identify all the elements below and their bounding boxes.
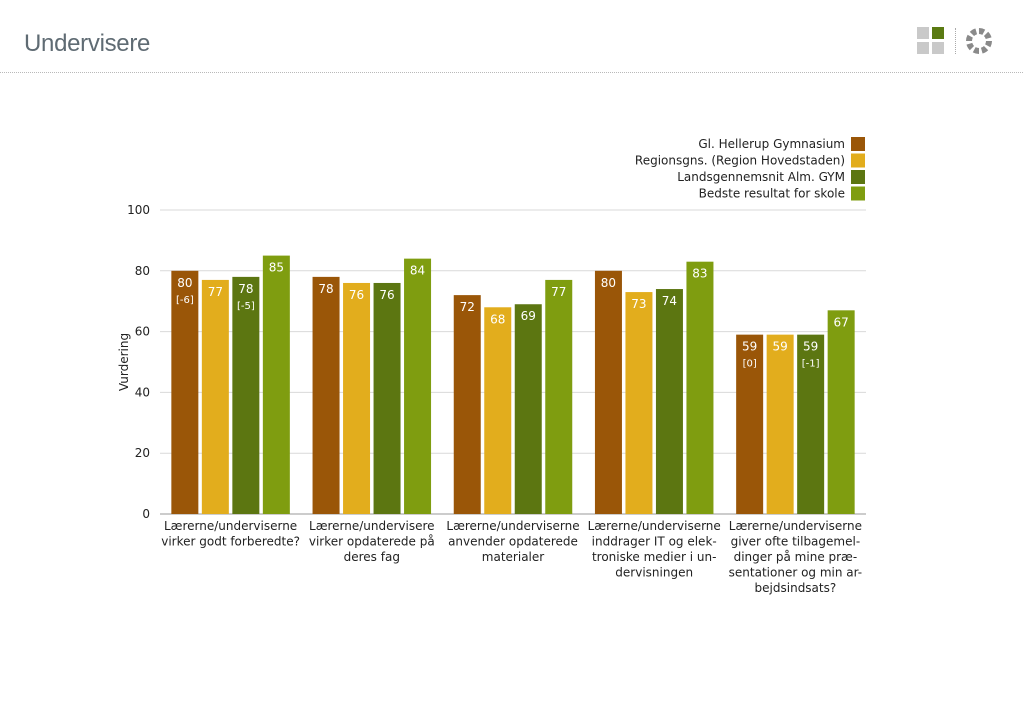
bar [453, 295, 481, 514]
x-tick-label: sentationer og min ar- [729, 566, 862, 580]
x-tick-label: Lærerne/underviserne [164, 519, 297, 533]
x-tick-label: giver ofte tilbagemel- [731, 535, 861, 549]
data-label: 68 [490, 312, 505, 326]
bar [686, 261, 714, 514]
data-label: 77 [208, 285, 223, 299]
legend-label: Regionsgns. (Region Hovedstaden) [635, 154, 845, 168]
bar [766, 334, 794, 514]
grid-square [932, 42, 944, 54]
bar [201, 279, 229, 514]
bar [625, 292, 653, 514]
page-title: Undervisere [24, 30, 151, 57]
ring-segments-icon [966, 28, 992, 54]
x-tick-label: troniske medier i un- [592, 550, 716, 564]
x-tick-label: deres fag [344, 550, 400, 564]
y-axis-label: Vurdering [117, 333, 131, 391]
x-tick-label: dervisningen [615, 566, 693, 580]
legend-label: Gl. Hellerup Gymnasium [698, 137, 845, 151]
data-label: 78 [318, 282, 333, 296]
y-tick-label: 0 [142, 507, 150, 521]
data-label: 76 [349, 288, 364, 302]
data-label: 77 [551, 285, 566, 299]
x-tick-label: Lærerne/underviserne [446, 519, 579, 533]
data-label: 80 [177, 276, 192, 290]
grid-square-accent [932, 27, 944, 39]
y-tick-label: 80 [135, 264, 150, 278]
x-tick-label: dinger på mine præ- [734, 550, 858, 564]
bar [373, 282, 401, 514]
logo [917, 27, 997, 55]
diff-label: [-5] [237, 301, 255, 312]
x-tick-label: anvender opdaterede [448, 535, 578, 549]
data-label: 69 [521, 309, 536, 323]
data-label: 80 [601, 276, 616, 290]
bar [797, 334, 825, 514]
y-tick-label: 20 [135, 446, 150, 460]
bar [736, 334, 764, 514]
bar [312, 276, 340, 514]
bar [171, 270, 199, 514]
bar [232, 276, 260, 514]
data-label: 76 [379, 288, 394, 302]
y-tick-label: 100 [127, 203, 150, 217]
data-label: 78 [238, 282, 253, 296]
data-label: 85 [269, 261, 284, 275]
x-tick-label: Lærerne/underviserne [588, 519, 721, 533]
data-label: 73 [631, 297, 646, 311]
legend-label: Landsgennemsnit Alm. GYM [677, 170, 845, 184]
bar [484, 307, 512, 514]
bar [404, 258, 432, 514]
logo-separator [955, 28, 957, 54]
data-label: 59 [773, 340, 788, 354]
x-tick-label: bejdsindsats? [755, 581, 837, 595]
bar [545, 279, 573, 514]
diff-label: [0] [743, 359, 757, 370]
y-tick-label: 60 [135, 325, 150, 339]
bar [262, 255, 290, 514]
grid-square [917, 42, 929, 54]
title-divider [0, 72, 1023, 73]
diff-label: [-6] [176, 295, 194, 306]
x-tick-label: materialer [482, 550, 544, 564]
bar [514, 304, 542, 514]
data-label: 84 [410, 264, 425, 278]
data-label: 74 [662, 294, 677, 308]
data-label: 72 [460, 300, 475, 314]
legend-swatch [851, 186, 865, 201]
legend-swatch [851, 170, 865, 184]
legend-swatch [851, 137, 865, 151]
diff-label: [-1] [802, 359, 820, 370]
bar [655, 289, 683, 514]
legend-swatch [851, 153, 865, 168]
bar [343, 282, 371, 514]
legend-label: Bedste resultat for skole [699, 187, 845, 201]
y-tick-label: 40 [135, 385, 150, 399]
x-tick-label: virker opdaterede på [309, 535, 435, 549]
x-tick-label: virker godt forberedte? [161, 535, 300, 549]
data-label: 67 [834, 315, 849, 329]
x-tick-label: inddrager IT og elek- [592, 535, 717, 549]
grid-squares-icon [917, 27, 929, 39]
x-tick-label: Lærerne/underviserne [729, 519, 862, 533]
bar [827, 310, 855, 514]
bar [594, 270, 622, 514]
x-tick-label: Lærerne/undervisere [309, 519, 435, 533]
data-label: 83 [692, 267, 707, 281]
data-label: 59 [803, 340, 818, 354]
data-label: 59 [742, 340, 757, 354]
